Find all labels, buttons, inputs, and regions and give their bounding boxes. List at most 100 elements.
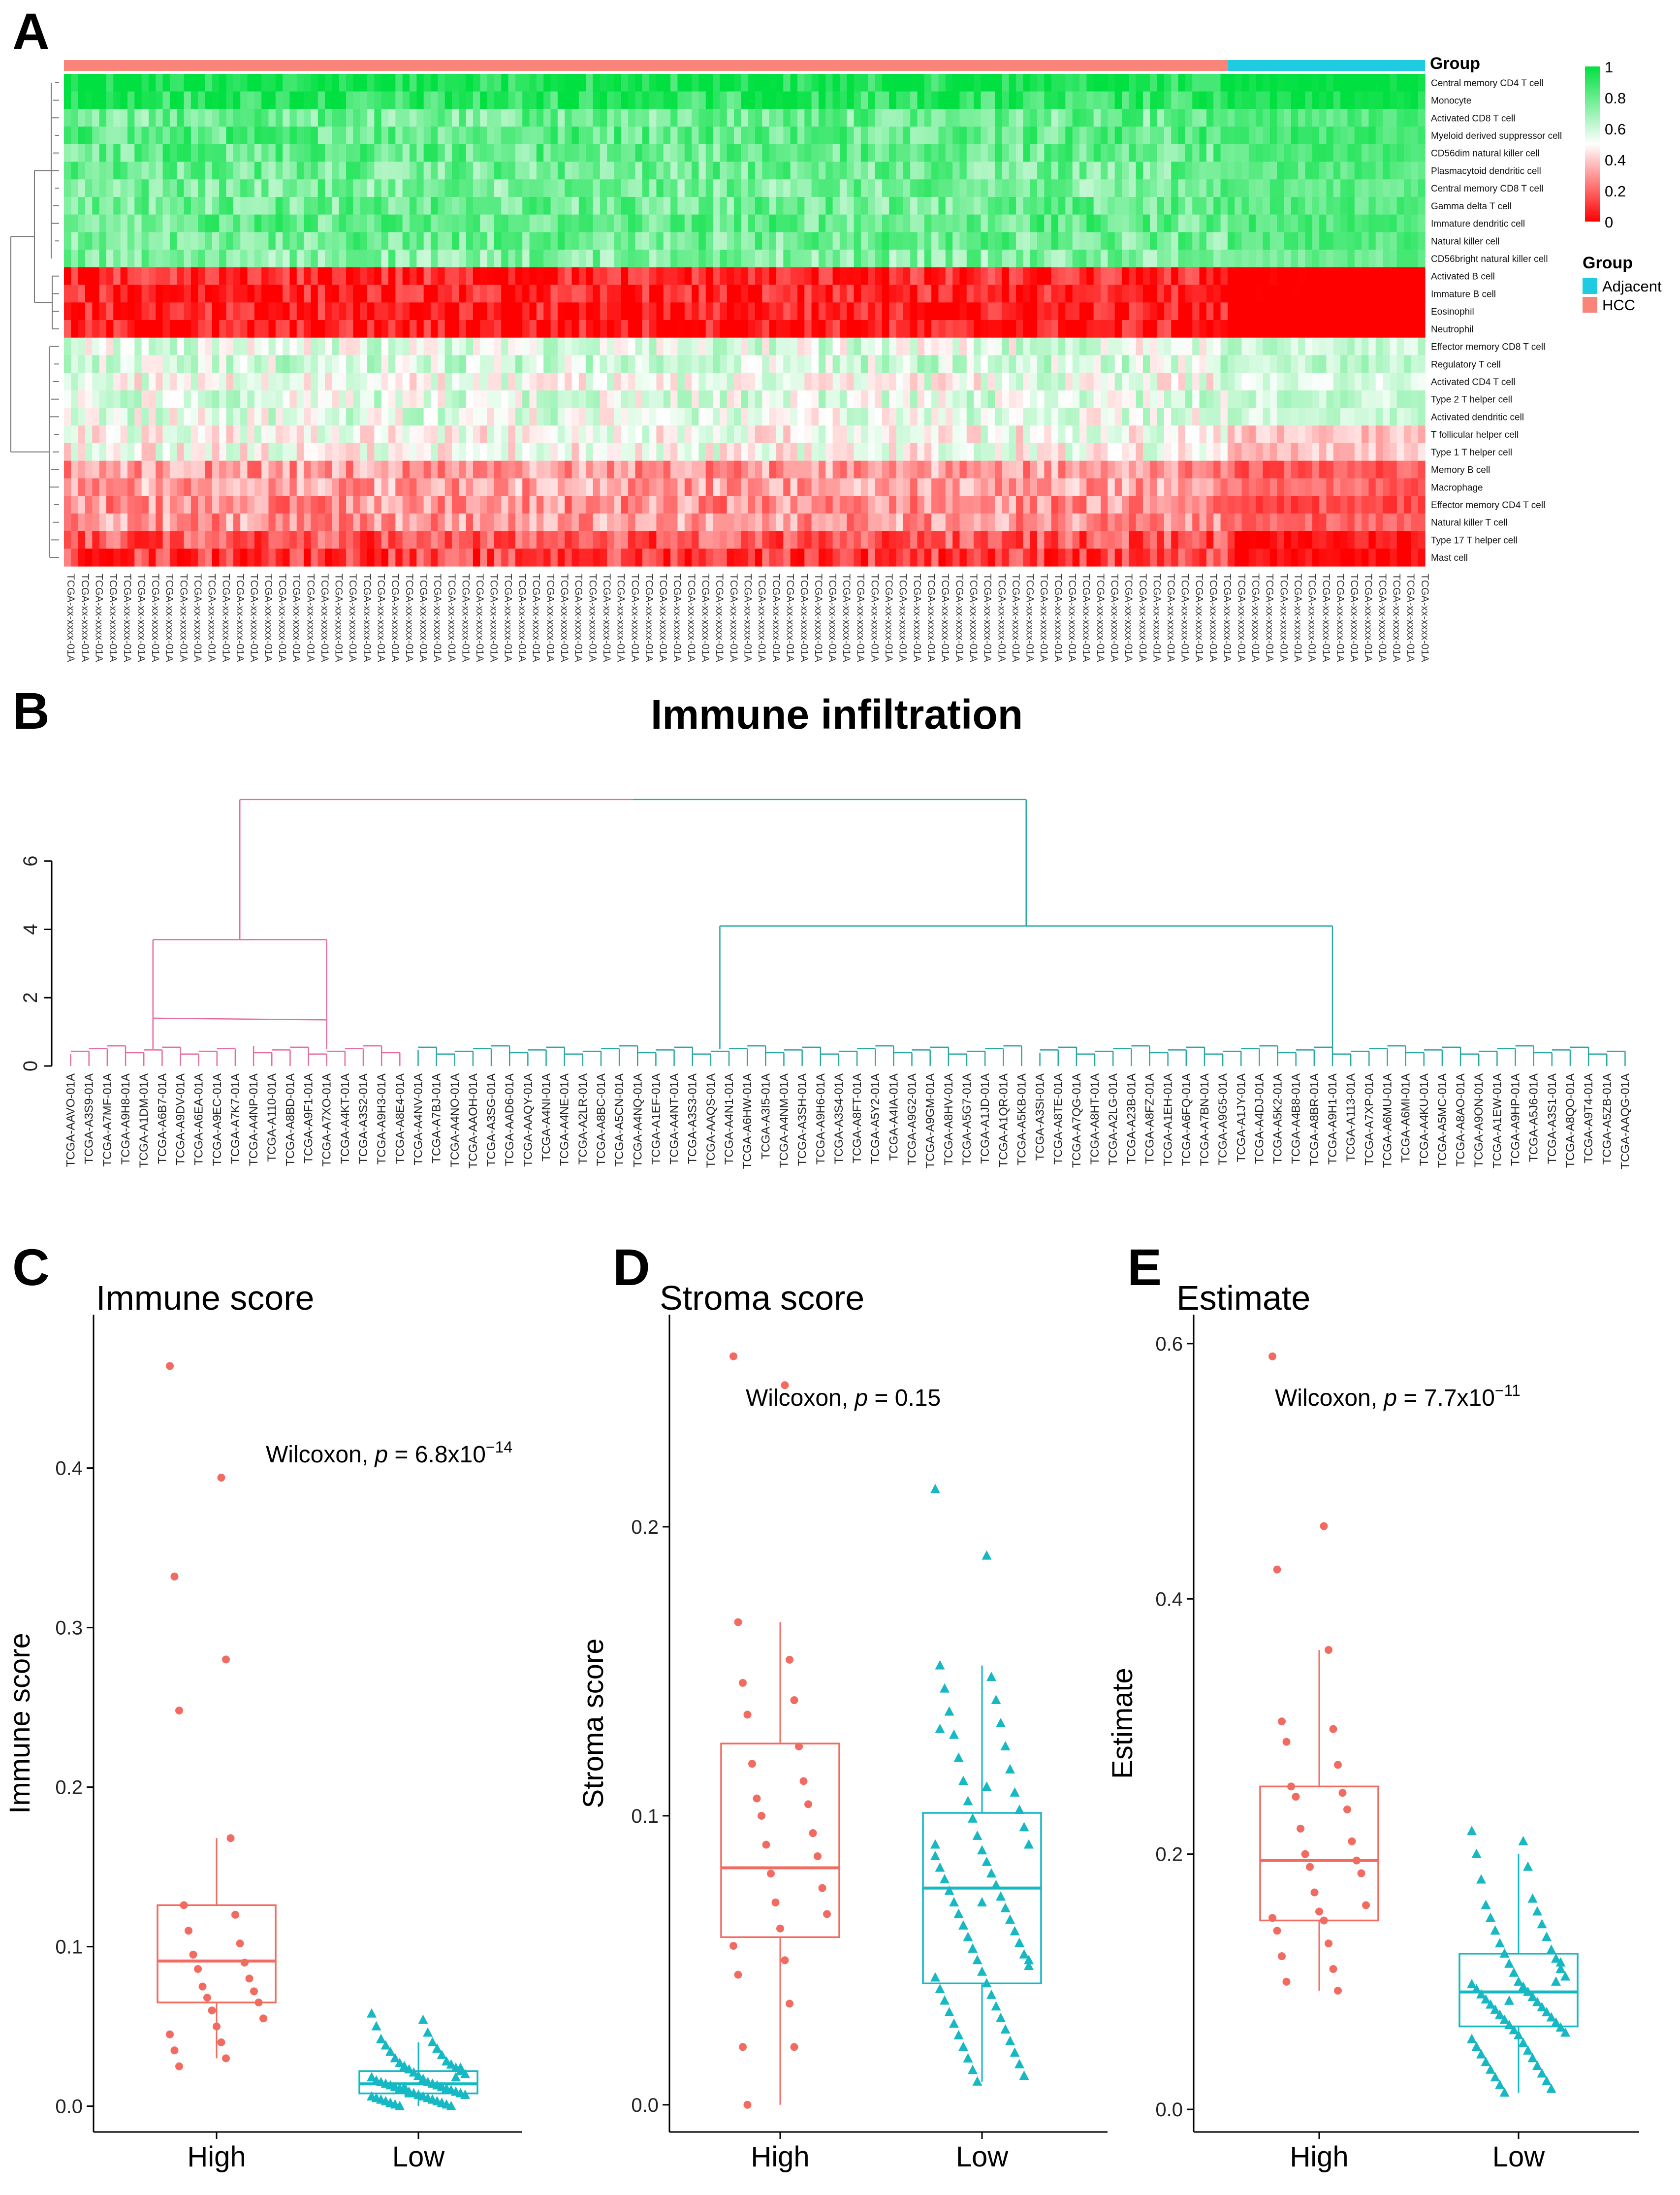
heatmap-cell	[332, 285, 340, 303]
heatmap-cell	[536, 337, 544, 356]
heatmap-cell	[1291, 355, 1299, 373]
heatmap-cell	[981, 337, 988, 356]
heatmap-cell	[677, 355, 685, 373]
heatmap-cell	[212, 267, 220, 286]
heatmap-cell	[494, 425, 502, 444]
heatmap-cell	[1235, 267, 1242, 286]
heatmap-cell	[1058, 144, 1066, 162]
heatmap-cell	[635, 302, 643, 321]
annotation-bar-adjacent	[1227, 60, 1425, 71]
heatmap-cell	[64, 197, 71, 215]
heatmap-cell	[360, 337, 368, 356]
heatmap-cell	[854, 109, 861, 127]
heatmap-cell	[388, 425, 396, 444]
heatmap-cell	[1086, 302, 1094, 321]
heatmap-cell	[910, 425, 918, 444]
heatmap-cell	[698, 460, 706, 479]
heatmap-cell	[1150, 232, 1158, 250]
heatmap-cell	[353, 91, 361, 110]
heatmap-cell	[1383, 214, 1390, 233]
heatmap-cell	[931, 127, 939, 145]
heatmap-cell	[494, 267, 502, 286]
heatmap-cell	[261, 390, 269, 409]
heatmap-cell	[607, 197, 615, 215]
heatmap-cell	[1319, 496, 1327, 514]
heatmap-cell	[1030, 408, 1038, 426]
heatmap-cell	[381, 443, 389, 461]
heatmap-cell	[296, 337, 304, 356]
heatmap-cell	[85, 179, 93, 197]
heatmap-cell	[1235, 496, 1242, 514]
heatmap-cell	[1333, 355, 1341, 373]
heatmap-cell	[254, 161, 262, 180]
heatmap-cell	[656, 337, 664, 356]
heatmap-cell	[1284, 197, 1292, 215]
heatmap-cell	[1362, 443, 1369, 461]
heatmap-cell	[1256, 355, 1264, 373]
heatmap-cell	[1354, 355, 1362, 373]
heatmap-cell	[734, 408, 741, 426]
heatmap-cell	[99, 179, 107, 197]
heatmap-cell	[162, 127, 170, 145]
heatmap-cell	[698, 390, 706, 409]
heatmap-cell	[847, 91, 855, 110]
heatmap-cell	[600, 197, 607, 215]
heatmap-cell	[769, 513, 777, 532]
heatmap-cell	[289, 373, 297, 391]
heatmap-cell	[1291, 408, 1299, 426]
heatmap-cell	[1227, 408, 1235, 426]
heatmap-cell	[205, 285, 213, 303]
heatmap-cell	[311, 337, 318, 356]
heatmap-cell	[931, 250, 939, 268]
heatmap-cell	[529, 109, 537, 127]
heatmap-cell	[296, 91, 304, 110]
heatmap-cell	[1157, 460, 1165, 479]
heatmap-cell	[959, 109, 967, 127]
heatmap-cell	[656, 232, 664, 250]
heatmap-cell	[776, 91, 784, 110]
heatmap-cell	[487, 109, 495, 127]
heatmap-cell	[283, 127, 290, 145]
heatmap-cell	[713, 285, 720, 303]
heatmap-cell	[106, 74, 114, 92]
heatmap-cell	[466, 478, 474, 496]
heatmap-cell	[586, 179, 594, 197]
heatmap-cell	[473, 285, 480, 303]
heatmap-cell	[628, 91, 636, 110]
heatmap-cell	[162, 408, 170, 426]
heatmap-cell	[635, 161, 643, 180]
heatmap-cell	[713, 320, 720, 338]
heatmap-cell	[1319, 460, 1327, 479]
heatmap-cell	[1072, 408, 1080, 426]
heatmap-cell	[1340, 179, 1348, 197]
heatmap-cell	[854, 320, 861, 338]
heatmap-cell	[1065, 179, 1073, 197]
heatmap-cell	[797, 250, 805, 268]
heatmap-cell	[226, 496, 234, 514]
heatmap-cell	[1354, 250, 1362, 268]
heatmap-cell	[677, 161, 685, 180]
heatmap-cell	[720, 425, 728, 444]
heatmap-cell	[600, 232, 607, 250]
heatmap-cell	[1051, 355, 1059, 373]
heatmap-cell	[938, 460, 946, 479]
heatmap-cell	[127, 408, 135, 426]
heatmap-cell	[684, 302, 692, 321]
heatmap-cell	[1396, 302, 1404, 321]
heatmap-cell	[92, 161, 100, 180]
heatmap-cell	[1065, 91, 1073, 110]
heatmap-cell	[1142, 390, 1150, 409]
heatmap-cell	[1312, 373, 1320, 391]
heatmap-cell	[1164, 197, 1172, 215]
heatmap-cell	[811, 74, 819, 92]
heatmap-cell	[557, 214, 565, 233]
heatmap-cell	[1171, 197, 1179, 215]
heatmap-cell	[416, 250, 424, 268]
heatmap-cell	[430, 250, 438, 268]
heatmap-cell	[1312, 267, 1320, 286]
heatmap-cell	[790, 232, 798, 250]
heatmap-cell	[1142, 425, 1150, 444]
heatmap-cell	[1108, 373, 1115, 391]
heatmap-cell	[1269, 425, 1277, 444]
heatmap-cell	[1192, 91, 1200, 110]
